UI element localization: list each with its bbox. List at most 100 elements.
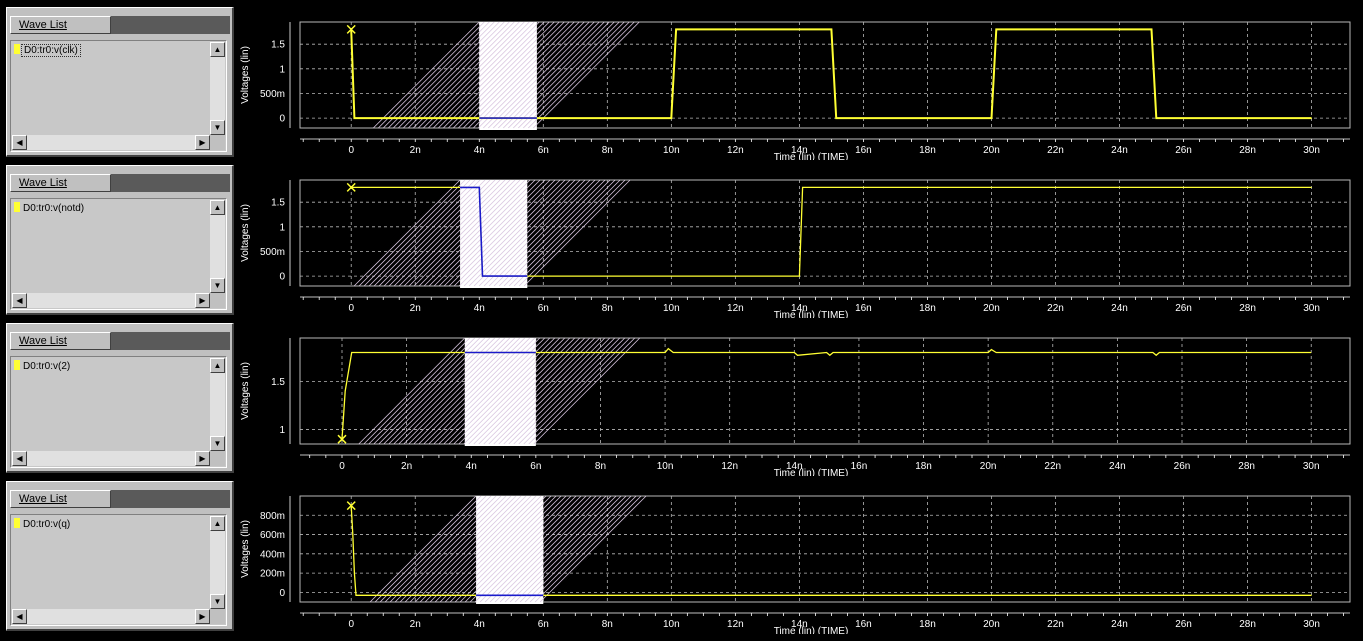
marker-band-hatch	[378, 179, 486, 287]
marker-band-hatch	[513, 337, 621, 445]
horizontal-scrollbar[interactable]: ◀ ▶	[12, 609, 210, 624]
marker-band-hatch	[414, 495, 522, 603]
scroll-down-icon[interactable]: ▼	[210, 594, 225, 609]
wave-list-tab[interactable]: Wave List	[10, 174, 111, 192]
scroll-up-icon[interactable]: ▲	[210, 358, 225, 373]
wave-list-tab[interactable]: Wave List	[10, 490, 111, 508]
marker-band-hatch	[388, 337, 496, 445]
horizontal-scrollbar[interactable]: ◀ ▶	[12, 451, 210, 466]
marker-band-hatch	[388, 179, 496, 287]
scroll-right-icon[interactable]: ▶	[195, 609, 210, 624]
marker-band-hatch	[428, 337, 536, 445]
marker-band-hatch	[484, 495, 592, 603]
waveform-plot[interactable]: 0 2n 4n 6n 8n 10n 12n 14n 16n 18n 20n 22n 24n 26n 28n 3…	[238, 160, 1358, 318]
wave-list-panel: Wave List D0:tr0:v(notd) ▲ ▼ ◀ ▶	[6, 165, 234, 315]
marker-band-hatch	[454, 495, 562, 603]
marker-band-hatch	[514, 495, 622, 603]
x-tick-label: 2n	[410, 145, 421, 156]
wave-list-item[interactable]: D0:tr0:v(2)	[14, 360, 72, 374]
y-tick-label: 1.5	[271, 40, 285, 51]
waveform-plot[interactable]: 0 2n 4n 6n 8n 10n 12n 14n 16n 18n 20n 22n 24n 26n 28n 3…	[238, 476, 1358, 634]
marker-band-hatch	[443, 179, 551, 287]
scroll-up-icon[interactable]: ▲	[210, 42, 225, 57]
marker-band-hatch	[412, 21, 520, 129]
marker-band-hatch	[468, 337, 576, 445]
marker-band-hatch	[393, 179, 501, 287]
horizontal-scrollbar[interactable]: ◀ ▶	[12, 135, 210, 150]
vertical-scrollbar[interactable]: ▲ ▼	[210, 358, 225, 451]
wave-list-item-label: D0:tr0:v(notd)	[23, 203, 85, 214]
y-axis-title: Voltages (lin)	[240, 204, 251, 262]
vertical-scrollbar[interactable]: ▲ ▼	[210, 516, 225, 609]
wave-list-item[interactable]: D0:tr0:v(q)	[14, 518, 72, 532]
scroll-left-icon[interactable]: ◀	[12, 451, 27, 466]
wave-list-tab[interactable]: Wave List	[10, 332, 111, 350]
marker-band-hatch	[369, 495, 477, 603]
wave-list-tab[interactable]: Wave List	[10, 16, 111, 34]
x-tick-label: 16n	[855, 303, 872, 314]
marker-band-hatch	[428, 179, 536, 287]
marker-band-hatch	[403, 179, 511, 287]
marker-band-hatch	[503, 179, 611, 287]
marker-band-hatch	[534, 495, 642, 603]
x-tick-label: 14n	[791, 303, 808, 314]
scroll-up-icon[interactable]: ▲	[210, 200, 225, 215]
vertical-scrollbar[interactable]: ▲ ▼	[210, 42, 225, 135]
marker-band-hatch	[419, 495, 527, 603]
scroll-right-icon[interactable]: ▶	[195, 135, 210, 150]
marker-band-hatch	[374, 495, 482, 603]
marker-band-hatch	[479, 495, 587, 603]
marker-band-hatch	[443, 337, 551, 445]
wave-list-item[interactable]: D0:tr0:v(notd)	[14, 202, 86, 216]
scroll-right-icon[interactable]: ▶	[195, 293, 210, 308]
x-tick-label: 30n	[1303, 619, 1320, 630]
marker-band-hatch	[383, 179, 491, 287]
x-tick-label: 22n	[1047, 145, 1064, 156]
marker-band-hatch	[508, 179, 616, 287]
marker-band-hatch	[408, 337, 516, 445]
x-tick-label: 24n	[1109, 461, 1126, 472]
marker-band-hatch	[493, 337, 601, 445]
x-tick-label: 4n	[474, 145, 485, 156]
waveform-plot[interactable]: 0 2n 4n 6n 8n 10n 12n 14n 16n 18n 20n 22n 24n 26n 28n 3…	[238, 2, 1358, 160]
vertical-scrollbar[interactable]: ▲ ▼	[210, 200, 225, 293]
marker-band-hatch	[529, 495, 637, 603]
marker-band-hatch	[468, 179, 576, 287]
marker-band-hatch	[469, 495, 577, 603]
scroll-left-icon[interactable]: ◀	[12, 609, 27, 624]
marker-band-hatch	[472, 21, 580, 129]
marker-band-hatch	[394, 495, 502, 603]
x-tick-label: 30n	[1303, 461, 1320, 472]
marker-band-hatch	[402, 21, 510, 129]
scroll-down-icon[interactable]: ▼	[210, 278, 225, 293]
marker-band-hatch	[448, 337, 556, 445]
trace-color-swatch	[14, 518, 20, 528]
scroll-left-icon[interactable]: ◀	[12, 135, 27, 150]
marker-band-hatch	[417, 21, 525, 129]
horizontal-scrollbar[interactable]: ◀ ▶	[12, 293, 210, 308]
x-tick-label: 30n	[1303, 145, 1320, 156]
marker-band-hatch	[507, 21, 615, 129]
x-tick-label: 6n	[538, 619, 549, 630]
marker-band-hatch	[377, 21, 485, 129]
waveform-plot[interactable]: 0 2n 4n 6n 8n 10n 12n 14n 16n 18n 20n 22n 24n 26n 28n 3…	[238, 318, 1358, 476]
scroll-right-icon[interactable]: ▶	[195, 451, 210, 466]
marker-band-hatch	[518, 337, 626, 445]
x-tick-label: 4n	[474, 303, 485, 314]
scroll-down-icon[interactable]: ▼	[210, 120, 225, 135]
scrollbar-corner	[210, 609, 225, 624]
marker-band-hatch	[389, 495, 497, 603]
marker-band-hatch	[373, 337, 481, 445]
x-tick-label: 26n	[1174, 461, 1191, 472]
marker-band-hatch	[372, 21, 480, 129]
x-tick-label: 20n	[983, 619, 1000, 630]
scroll-up-icon[interactable]: ▲	[210, 516, 225, 531]
trace-color-swatch	[14, 44, 20, 54]
wave-list-item[interactable]: D0:tr0:v(clk)	[14, 44, 81, 58]
x-tick-label: 28n	[1238, 461, 1255, 472]
wave-list-item-label: D0:tr0:v(2)	[23, 361, 71, 372]
marker-band-hatch	[509, 495, 617, 603]
scroll-down-icon[interactable]: ▼	[210, 436, 225, 451]
x-tick-label: 14n	[791, 619, 808, 630]
scroll-left-icon[interactable]: ◀	[12, 293, 27, 308]
